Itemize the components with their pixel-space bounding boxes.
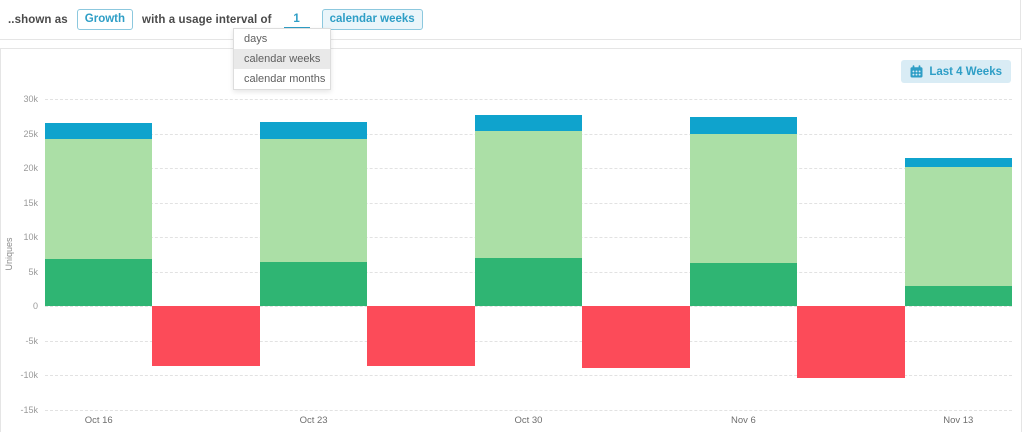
x-tick-label: Nov 13 — [943, 415, 974, 426]
x-tick-label: Oct 16 — [84, 415, 113, 426]
date-range-button[interactable]: Last 4 Weeks — [901, 60, 1011, 83]
y-tick-label: -10k — [20, 370, 38, 381]
green-light-bar-segment[interactable] — [689, 134, 798, 264]
x-tick-label: Oct 23 — [299, 415, 328, 426]
y-tick-label: 30k — [23, 94, 38, 104]
red-negative-bar-segment[interactable] — [582, 306, 690, 368]
gridline — [45, 99, 1012, 100]
green-base-bar-segment[interactable] — [689, 263, 798, 307]
blue-top-bar-segment[interactable] — [904, 158, 1012, 168]
red-negative-bar-segment[interactable] — [367, 306, 475, 366]
interval-value-input[interactable] — [283, 11, 310, 28]
y-tick-label: -15k — [20, 405, 38, 415]
red-negative-bar-segment[interactable] — [797, 306, 905, 378]
interval-unit-dropdown: days calendar weeks calendar months — [233, 28, 331, 90]
blue-top-bar-segment[interactable] — [689, 116, 798, 135]
calendar-icon — [910, 65, 923, 78]
date-range-label: Last 4 Weeks — [929, 65, 1002, 78]
gridline — [45, 410, 1012, 411]
green-base-bar-segment[interactable] — [904, 286, 1012, 307]
usage-interval-label: with a usage interval of — [142, 13, 272, 26]
green-light-bar-segment[interactable] — [45, 139, 153, 260]
y-tick-label: 0 — [32, 301, 38, 312]
green-base-bar-segment[interactable] — [259, 262, 368, 307]
chart-controls-bar: ..shown as Growth with a usage interval … — [0, 0, 1021, 40]
metric-chip-growth[interactable]: Growth — [76, 8, 134, 31]
green-light-bar-segment[interactable] — [259, 139, 368, 263]
green-base-bar-segment[interactable] — [45, 259, 153, 307]
x-tick-label: Oct 30 — [514, 415, 543, 426]
blue-top-bar-segment[interactable] — [474, 114, 583, 132]
y-tick-label: 15k — [23, 197, 38, 208]
gridline — [45, 340, 1012, 342]
gridline — [45, 306, 1012, 308]
blue-top-bar-segment[interactable] — [259, 122, 368, 140]
green-light-bar-segment[interactable] — [904, 167, 1012, 287]
x-tick-label: Nov 6 — [730, 415, 756, 426]
dropdown-option-days[interactable]: days — [244, 33, 268, 45]
interval-unit-chip[interactable]: calendar weeks — [321, 8, 423, 31]
plot-area — [45, 99, 1012, 411]
dropdown-option-calendar-months[interactable]: calendar months — [244, 73, 326, 85]
dropdown-option-calendar-weeks[interactable]: calendar weeks — [234, 49, 330, 69]
shown-as-label: ..shown as — [8, 13, 68, 26]
y-tick-label: -5k — [25, 335, 38, 346]
y-tick-label: 10k — [23, 232, 38, 243]
y-tick-label: 20k — [23, 163, 38, 174]
y-tick-label: 25k — [23, 128, 38, 139]
y-tick-label: 5k — [28, 266, 38, 277]
gridline — [45, 375, 1012, 377]
blue-top-bar-segment[interactable] — [45, 123, 153, 140]
green-base-bar-segment[interactable] — [474, 257, 583, 307]
green-light-bar-segment[interactable] — [474, 131, 583, 258]
red-negative-bar-segment[interactable] — [152, 306, 260, 367]
